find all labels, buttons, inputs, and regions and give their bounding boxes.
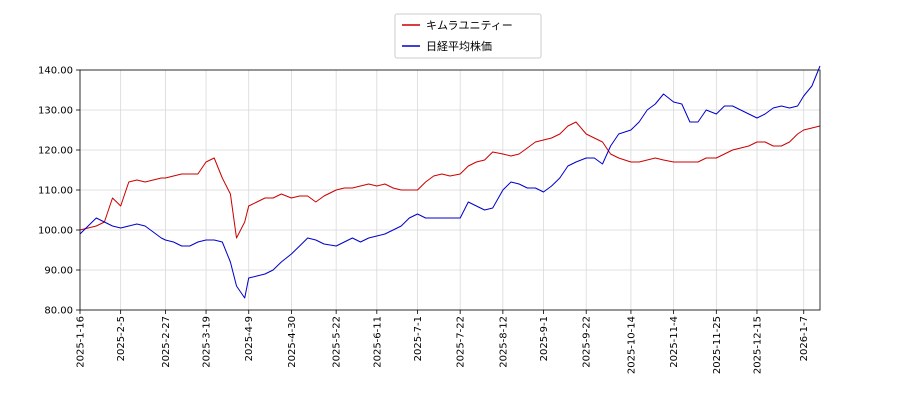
y-tick-label: 110.00	[38, 186, 73, 197]
x-tick-label: 2025-3-19	[202, 316, 213, 368]
x-tick-label: 2025-8-12	[498, 316, 509, 368]
y-tick-label: 130.00	[38, 106, 73, 117]
x-tick-label: 2025-2-5	[116, 316, 127, 361]
axis-ticks: 80.00 90.00 100.00 110.00 120.00 130.00 140.00…	[38, 66, 810, 375]
legend-label-1: 日経平均株価	[426, 39, 492, 53]
x-tick-label: 2025-12-15	[752, 316, 763, 374]
x-tick-label: 2025-11-4	[669, 316, 680, 368]
x-tick-label: 2025-1-16	[76, 316, 87, 368]
y-tick-label: 80.00	[44, 306, 73, 317]
series-lines	[79, 65, 821, 299]
x-tick-label: 2025-4-30	[287, 316, 298, 368]
series-line-1	[79, 65, 821, 299]
series-line-0	[79, 121, 821, 239]
x-tick-label: 2025-7-1	[413, 316, 424, 361]
y-tick-label: 100.00	[38, 226, 73, 237]
x-tick-label: 2025-11-25	[712, 316, 723, 374]
x-tick-label: 2026-1-7	[799, 316, 810, 361]
x-tick-label: 2025-5-22	[332, 316, 343, 368]
x-tick-label: 2025-7-22	[456, 316, 467, 368]
x-tick-label: 2025-9-22	[582, 316, 593, 368]
legend: キムラユニティー 日経平均株価	[394, 13, 542, 59]
x-tick-label: 2025-4-9	[244, 316, 255, 361]
legend-box	[394, 13, 542, 59]
x-tick-label: 2025-6-11	[372, 316, 383, 368]
x-tick-label: 2025-10-14	[626, 316, 637, 374]
legend-label-0: キムラユニティー	[426, 19, 513, 32]
grid-lines	[79, 69, 820, 311]
y-tick-label: 90.00	[44, 266, 73, 277]
y-tick-label: 120.00	[38, 146, 73, 157]
x-tick-label: 2025-9-1	[539, 316, 550, 361]
x-tick-label: 2025-2-27	[161, 316, 172, 368]
y-tick-label: 140.00	[38, 66, 73, 77]
